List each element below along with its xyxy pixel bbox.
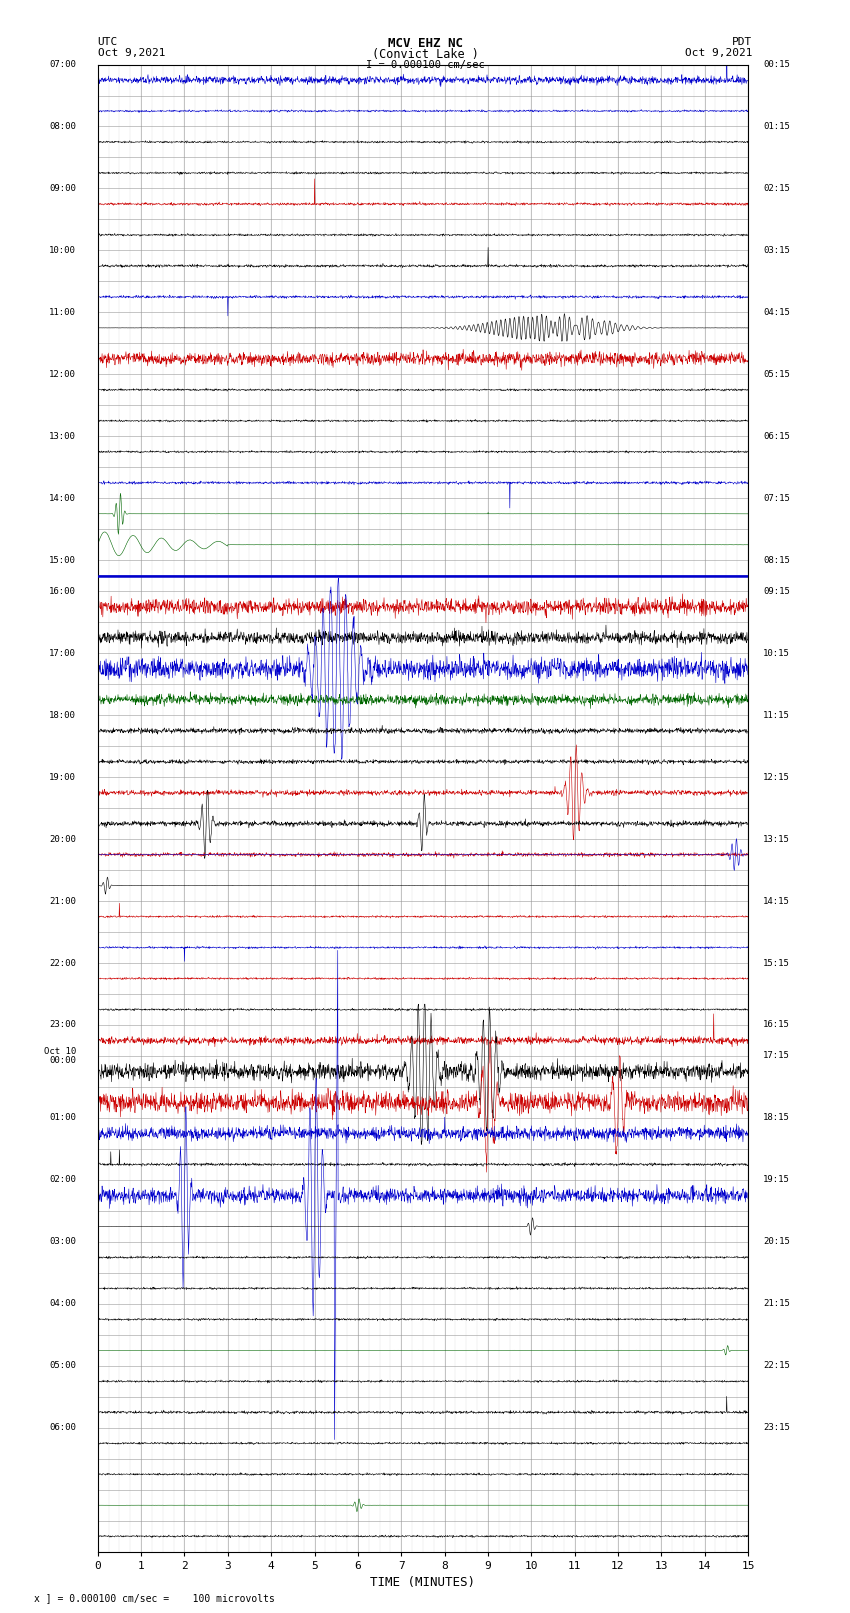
Text: 11:00: 11:00 xyxy=(49,308,76,316)
Text: 16:00: 16:00 xyxy=(49,587,76,595)
Text: 12:15: 12:15 xyxy=(763,773,790,782)
Text: 23:00: 23:00 xyxy=(49,1021,76,1029)
Text: UTC: UTC xyxy=(98,37,118,47)
Text: (Convict Lake ): (Convict Lake ) xyxy=(371,48,479,61)
Text: 15:00: 15:00 xyxy=(49,556,76,565)
Text: 04:15: 04:15 xyxy=(763,308,790,316)
Text: 08:15: 08:15 xyxy=(763,556,790,565)
Text: 02:00: 02:00 xyxy=(49,1176,76,1184)
Text: 16:15: 16:15 xyxy=(763,1021,790,1029)
Text: 06:15: 06:15 xyxy=(763,432,790,440)
Text: 04:00: 04:00 xyxy=(49,1300,76,1308)
Text: 01:15: 01:15 xyxy=(763,123,790,131)
Text: 20:00: 20:00 xyxy=(49,834,76,844)
Text: 19:00: 19:00 xyxy=(49,773,76,782)
Text: 23:15: 23:15 xyxy=(763,1423,790,1432)
Text: 13:00: 13:00 xyxy=(49,432,76,440)
Text: 08:00: 08:00 xyxy=(49,123,76,131)
Text: 01:00: 01:00 xyxy=(49,1113,76,1123)
Text: PDT: PDT xyxy=(732,37,752,47)
Text: 22:00: 22:00 xyxy=(49,958,76,968)
Text: 09:15: 09:15 xyxy=(763,587,790,595)
Text: 07:15: 07:15 xyxy=(763,494,790,503)
Text: 21:15: 21:15 xyxy=(763,1300,790,1308)
Text: 22:15: 22:15 xyxy=(763,1361,790,1371)
Text: 10:00: 10:00 xyxy=(49,245,76,255)
Text: 10:15: 10:15 xyxy=(763,648,790,658)
Text: Oct 9,2021: Oct 9,2021 xyxy=(685,48,752,58)
Text: 20:15: 20:15 xyxy=(763,1237,790,1247)
Text: 00:00: 00:00 xyxy=(49,1057,76,1065)
Text: 15:15: 15:15 xyxy=(763,958,790,968)
Text: 18:00: 18:00 xyxy=(49,711,76,719)
Text: 13:15: 13:15 xyxy=(763,834,790,844)
Text: 09:00: 09:00 xyxy=(49,184,76,194)
Text: 11:15: 11:15 xyxy=(763,711,790,719)
Text: 21:00: 21:00 xyxy=(49,897,76,905)
Text: 19:15: 19:15 xyxy=(763,1176,790,1184)
X-axis label: TIME (MINUTES): TIME (MINUTES) xyxy=(371,1576,475,1589)
Text: 00:15: 00:15 xyxy=(763,60,790,69)
Text: 02:15: 02:15 xyxy=(763,184,790,194)
Text: 05:15: 05:15 xyxy=(763,369,790,379)
Text: 03:15: 03:15 xyxy=(763,245,790,255)
Text: 17:00: 17:00 xyxy=(49,648,76,658)
Text: 12:00: 12:00 xyxy=(49,369,76,379)
Text: 07:00: 07:00 xyxy=(49,60,76,69)
Text: MCV EHZ NC: MCV EHZ NC xyxy=(388,37,462,50)
Text: 14:15: 14:15 xyxy=(763,897,790,905)
Text: 05:00: 05:00 xyxy=(49,1361,76,1371)
Text: 18:15: 18:15 xyxy=(763,1113,790,1123)
Text: 06:00: 06:00 xyxy=(49,1423,76,1432)
Text: 17:15: 17:15 xyxy=(763,1052,790,1060)
Text: Oct 10: Oct 10 xyxy=(44,1047,76,1057)
Text: Oct 9,2021: Oct 9,2021 xyxy=(98,48,165,58)
Text: 03:00: 03:00 xyxy=(49,1237,76,1247)
Text: I = 0.000100 cm/sec: I = 0.000100 cm/sec xyxy=(366,60,484,69)
Text: x ] = 0.000100 cm/sec =    100 microvolts: x ] = 0.000100 cm/sec = 100 microvolts xyxy=(34,1594,275,1603)
Text: 14:00: 14:00 xyxy=(49,494,76,503)
